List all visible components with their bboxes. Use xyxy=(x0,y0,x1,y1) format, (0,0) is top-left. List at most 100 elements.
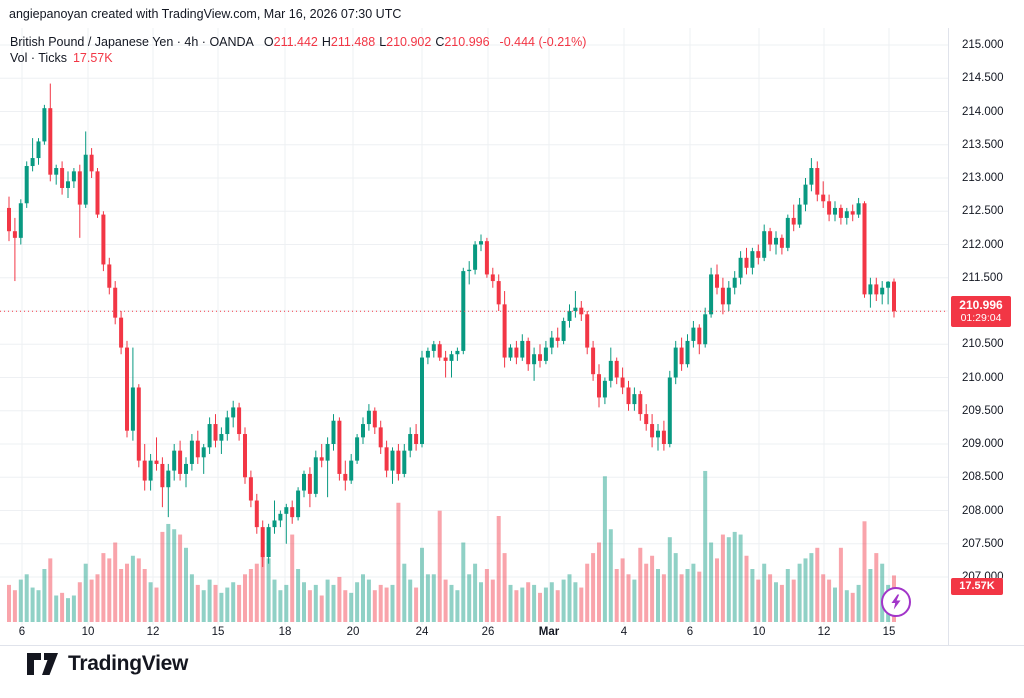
candle xyxy=(455,347,460,361)
candle xyxy=(425,347,430,365)
candle xyxy=(66,171,70,198)
volume-indicator-label[interactable]: Vol · Ticks xyxy=(10,51,67,65)
candle xyxy=(526,337,531,371)
volume-bar xyxy=(549,582,554,622)
volume-bar xyxy=(862,521,867,622)
chart-legend: British Pound / Japanese Yen · 4h · OAND… xyxy=(10,34,586,66)
instant-trading-button[interactable] xyxy=(881,587,911,617)
volume-bar xyxy=(390,584,395,622)
volume-bar xyxy=(443,579,448,622)
candle xyxy=(83,131,88,208)
symbol-title[interactable]: British Pound / Japanese Yen · 4h · OAND… xyxy=(10,35,254,49)
ohlc-label: L xyxy=(379,35,387,49)
candle xyxy=(195,430,200,464)
volume-bar xyxy=(225,587,230,622)
candle xyxy=(638,390,643,421)
volume-bar xyxy=(656,569,660,622)
volume-badge: 17.57K xyxy=(951,578,1003,595)
candle xyxy=(125,340,129,438)
price-axis-label: 209.000 xyxy=(962,438,1004,450)
time-scale[interactable]: 6 10 12 15 18 20 24 26 Mar 4 6 10 12 15 xyxy=(0,624,948,646)
ohlc-values: O211.442 H211.488 L210.902 C210.996 xyxy=(260,34,490,50)
price-scale[interactable]: 210.996 01:29:04 17.57K 215.000 214.500 21… xyxy=(948,28,1024,646)
legend-volume-row[interactable]: Vol · Ticks 17.57K xyxy=(10,50,586,66)
volume-bar xyxy=(130,555,135,622)
candle xyxy=(785,214,790,252)
legend-symbol-row[interactable]: British Pound / Japanese Yen · 4h · OAND… xyxy=(10,34,586,50)
time-axis-label: 20 xyxy=(346,626,360,638)
volume-bar xyxy=(785,569,790,622)
price-axis-label: 214.500 xyxy=(962,72,1004,85)
candle xyxy=(602,377,607,405)
tradingview-logomark-icon[interactable] xyxy=(27,653,59,675)
volume-bar xyxy=(189,574,194,622)
candle xyxy=(113,281,118,325)
volume-bar xyxy=(313,584,318,622)
volume-bar xyxy=(343,590,348,622)
candle xyxy=(325,437,330,498)
candle xyxy=(691,320,696,348)
candle xyxy=(838,204,843,225)
volume-bar xyxy=(237,584,242,622)
candle xyxy=(614,357,619,385)
candle xyxy=(880,281,885,305)
volume-bar xyxy=(762,563,767,622)
candle xyxy=(449,350,454,378)
volume-bar xyxy=(532,584,537,622)
volume-bar xyxy=(278,590,283,622)
candle xyxy=(738,251,743,285)
volume-bar xyxy=(567,574,572,622)
volume-bar xyxy=(136,558,141,622)
volume-bar xyxy=(260,553,265,622)
volume-bar xyxy=(779,584,784,622)
volume-bar xyxy=(827,579,832,622)
candle xyxy=(461,267,466,355)
candle xyxy=(856,197,861,218)
volume-bar xyxy=(307,590,312,622)
volume-layer xyxy=(7,470,896,622)
time-axis-label: Mar xyxy=(538,626,560,638)
volume-bar xyxy=(573,582,578,622)
candle xyxy=(184,457,188,488)
volume-bar xyxy=(768,574,773,622)
volume-bar xyxy=(473,563,478,622)
volume-bar xyxy=(591,553,596,622)
time-axis-label: 12 xyxy=(817,626,831,638)
volume-bar xyxy=(296,569,301,622)
candle xyxy=(850,204,855,222)
volume-bar xyxy=(726,537,731,622)
tradingview-brand-text[interactable]: TradingView xyxy=(68,652,189,675)
price-axis-label: 214.000 xyxy=(962,105,1004,118)
price-axis-label: 209.500 xyxy=(962,404,1004,417)
candle xyxy=(561,317,566,345)
candle xyxy=(148,453,153,491)
candle xyxy=(862,201,867,298)
candle xyxy=(709,267,714,318)
candle xyxy=(579,301,584,321)
price-axis-label: 212.500 xyxy=(962,205,1004,218)
footer: TradingView xyxy=(27,652,188,676)
volume-bar xyxy=(490,579,495,622)
grid-layer xyxy=(0,28,948,625)
candle xyxy=(431,340,436,358)
volume-bar xyxy=(697,571,702,622)
lightning-bolt-icon xyxy=(891,594,901,610)
volume-bar xyxy=(71,595,76,622)
candle xyxy=(697,324,702,355)
candle xyxy=(60,161,65,195)
price-axis-label: 210.500 xyxy=(962,338,1004,351)
candle xyxy=(626,380,631,411)
candle xyxy=(620,367,625,395)
candle xyxy=(597,364,601,408)
volume-bar xyxy=(585,563,590,622)
candle xyxy=(384,440,389,478)
candle xyxy=(366,404,371,431)
candle xyxy=(219,427,224,454)
candle xyxy=(54,164,59,185)
candle xyxy=(207,417,212,454)
volume-bar xyxy=(844,590,849,622)
volume-bar xyxy=(349,592,354,622)
candle xyxy=(36,138,41,165)
